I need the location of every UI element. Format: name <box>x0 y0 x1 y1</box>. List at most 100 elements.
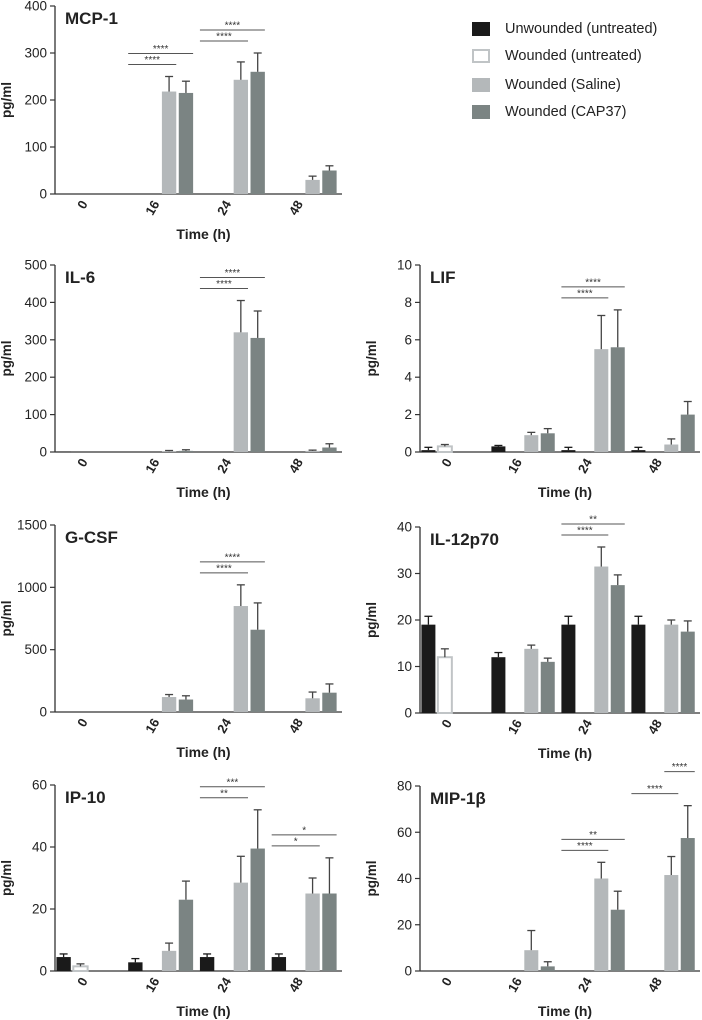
bar-wounded-saline-24h <box>233 606 249 712</box>
panel-title: IL-6 <box>65 268 95 287</box>
y-tick-label: 20 <box>397 917 412 932</box>
legend-swatch-wounded-cap37 <box>472 105 490 119</box>
x-axis-label: Time (h) <box>176 1003 230 1019</box>
bar-wounded-saline-24h <box>594 566 609 713</box>
bar-wounded-saline-48h <box>664 444 679 452</box>
bar-wounded-saline-16h <box>161 697 177 712</box>
panel-title: LIF <box>430 268 456 287</box>
x-tick-label: 16 <box>142 198 162 218</box>
y-tick-label: 0 <box>39 187 47 202</box>
x-tick-label: 0 <box>74 456 91 470</box>
significance-label: **** <box>225 268 241 279</box>
y-tick-label: 60 <box>32 778 47 793</box>
bar-unwounded-untreated-0h <box>56 957 71 971</box>
x-tick-label: 48 <box>286 716 306 736</box>
significance-label: **** <box>672 762 688 773</box>
bar-wounded-cap37-24h <box>610 585 625 713</box>
y-tick-label: 0 <box>39 705 47 720</box>
significance-label: **** <box>225 552 241 563</box>
bar-wounded-saline-48h <box>664 875 679 971</box>
y-tick-label: 60 <box>397 825 412 840</box>
bar-wounded-saline-48h <box>305 893 320 971</box>
bar-unwounded-untreated-0h <box>56 451 71 453</box>
x-tick-label: 24 <box>214 455 235 476</box>
x-tick-label: 0 <box>438 456 455 470</box>
y-tick-label: 300 <box>24 46 47 61</box>
x-axis-label: Time (h) <box>538 1003 592 1019</box>
bar-wounded-cap37-48h <box>322 692 337 712</box>
bar-wounded-saline-24h <box>233 332 249 452</box>
bar-wounded-cap37-48h <box>680 631 695 713</box>
y-tick-label: 400 <box>24 295 47 310</box>
x-axis-label: Time (h) <box>538 745 592 761</box>
x-tick-label: 48 <box>286 198 306 218</box>
significance-label: **** <box>577 525 593 536</box>
y-axis-label: pg/ml <box>364 861 379 897</box>
bar-unwounded-untreated-24h <box>561 624 576 713</box>
significance-label: ** <box>589 514 597 525</box>
significance-label: **** <box>216 32 232 43</box>
y-tick-label: 10 <box>397 659 412 674</box>
y-axis-label: pg/ml <box>0 82 14 118</box>
bar-wounded-cap37-24h <box>250 629 265 712</box>
y-tick-label: 400 <box>24 0 47 14</box>
x-axis-label: Time (h) <box>176 484 230 500</box>
x-tick-label: 0 <box>74 975 91 989</box>
y-tick-label: 0 <box>404 706 412 721</box>
bar-wounded-saline-24h <box>594 349 609 452</box>
panel-g-csf: 0 500 1000 1500 pg/ml G-CSF 0 16 24 48 Time (h) ***… <box>0 518 342 760</box>
panel-title: IP-10 <box>65 788 106 807</box>
x-axis-label: Time (h) <box>538 484 592 500</box>
bar-unwounded-untreated-0h <box>421 450 436 452</box>
y-tick-label: 0 <box>404 964 412 979</box>
bar-wounded-cap37-48h <box>322 893 337 971</box>
bar-wounded-cap37-16h <box>178 92 194 194</box>
panel-title: MIP-1β <box>430 789 486 808</box>
bar-wounded-cap37-48h <box>322 170 337 194</box>
x-tick-label: 0 <box>74 716 91 730</box>
bar-unwounded-untreated-16h <box>491 657 506 713</box>
x-tick-label: 16 <box>142 716 162 736</box>
bar-unwounded-untreated-16h <box>128 962 143 971</box>
y-tick-label: 20 <box>32 902 47 917</box>
x-tick-label: 24 <box>214 197 235 218</box>
bar-wounded-saline-16h <box>524 648 539 713</box>
bar-wounded-cap37-16h <box>540 433 555 452</box>
bar-wounded-saline-16h <box>161 950 177 971</box>
x-tick-label: 0 <box>438 975 455 989</box>
bar-wounded-saline-16h <box>524 435 539 452</box>
panel-title: G-CSF <box>65 528 118 547</box>
significance-label: **** <box>577 841 593 852</box>
y-axis-label: pg/ml <box>364 341 379 377</box>
bar-wounded-cap37-16h <box>178 699 194 712</box>
bar-wounded-cap37-24h <box>250 848 265 971</box>
legend-label: Wounded (Saline) <box>505 77 621 93</box>
y-tick-label: 40 <box>32 840 47 855</box>
bar-wounded-saline-16h <box>524 950 539 971</box>
y-axis-label: pg/ml <box>0 341 14 377</box>
y-tick-label: 40 <box>397 871 412 886</box>
y-tick-label: 500 <box>24 642 47 657</box>
x-tick-label: 48 <box>286 456 306 476</box>
significance-label: **** <box>153 44 169 55</box>
legend-label: Wounded (untreated) <box>505 48 642 64</box>
bar-wounded-saline-24h <box>594 878 609 971</box>
legend-label: Wounded (CAP37) <box>505 104 627 120</box>
bar-wounded-untreated-0h <box>436 445 453 454</box>
panel-il-12p70: 0 10 20 30 40 pg/ml IL-12p70 0 16 24 48 Time (h) ***… <box>364 514 700 761</box>
y-tick-label: 8 <box>404 295 412 310</box>
y-axis-label: pg/ml <box>364 602 379 638</box>
bar-unwounded-untreated-48h <box>631 450 646 452</box>
bar-wounded-cap37-16h <box>540 661 555 713</box>
y-tick-label: 6 <box>404 332 412 347</box>
bar-wounded-cap37-48h <box>680 414 695 452</box>
significance-label: **** <box>225 21 241 32</box>
y-tick-label: 4 <box>404 370 412 385</box>
significance-label: *** <box>227 777 239 788</box>
bar-wounded-cap37-16h <box>178 899 194 971</box>
